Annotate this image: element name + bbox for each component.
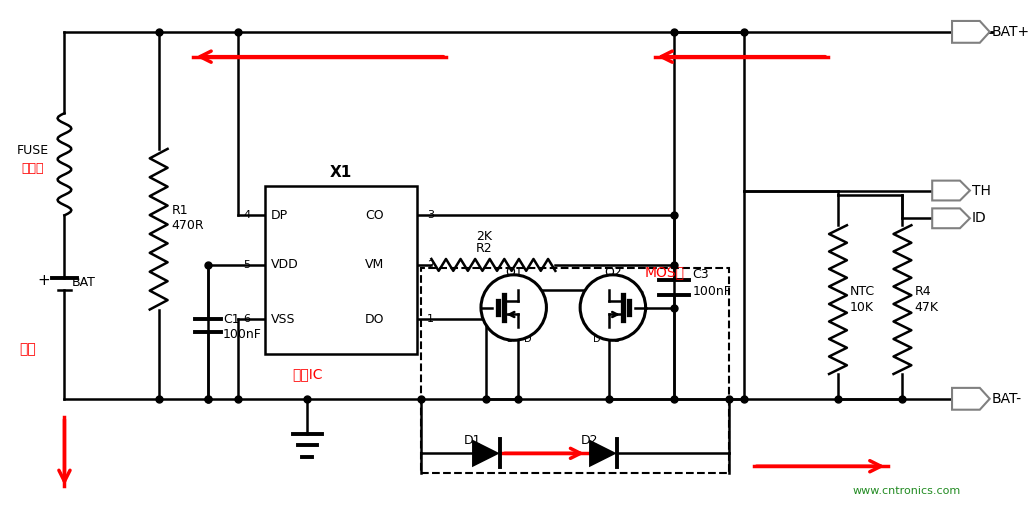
- Text: D: D: [593, 334, 601, 344]
- Polygon shape: [589, 439, 617, 467]
- Text: 470R: 470R: [172, 219, 204, 232]
- Polygon shape: [952, 21, 989, 43]
- Text: FUSE: FUSE: [17, 145, 49, 157]
- Text: D1: D1: [464, 434, 481, 447]
- Text: S: S: [614, 334, 620, 344]
- Text: BAT-: BAT-: [992, 392, 1022, 406]
- Text: D2: D2: [581, 434, 598, 447]
- Text: 100nF: 100nF: [224, 328, 262, 341]
- Text: 1: 1: [426, 315, 434, 324]
- Polygon shape: [952, 388, 989, 410]
- Text: C3: C3: [692, 268, 709, 281]
- Text: 6: 6: [243, 315, 250, 324]
- Polygon shape: [472, 439, 500, 467]
- Text: G: G: [482, 291, 490, 301]
- Text: VM: VM: [365, 259, 384, 271]
- Circle shape: [481, 275, 546, 341]
- Text: VSS: VSS: [271, 313, 295, 326]
- Text: D: D: [524, 334, 531, 344]
- Text: BAT: BAT: [71, 276, 95, 289]
- Text: VDD: VDD: [271, 259, 298, 271]
- Bar: [265, 186, 416, 354]
- Text: www.cntronics.com: www.cntronics.com: [853, 486, 962, 496]
- Text: Q1: Q1: [505, 265, 523, 278]
- Text: NTC: NTC: [850, 285, 875, 298]
- Text: R4: R4: [914, 285, 930, 298]
- Text: 47K: 47K: [914, 301, 939, 314]
- Text: R2: R2: [476, 242, 493, 254]
- Text: MOS管: MOS管: [645, 265, 684, 279]
- Text: TH: TH: [972, 184, 990, 197]
- Text: S: S: [507, 334, 512, 344]
- Text: 5: 5: [243, 260, 250, 270]
- Text: Q2: Q2: [604, 265, 622, 278]
- Text: ID: ID: [972, 211, 986, 225]
- Text: 2: 2: [426, 260, 434, 270]
- Text: C1: C1: [224, 313, 240, 326]
- Text: 控制IC: 控制IC: [292, 367, 323, 381]
- Text: X1: X1: [329, 165, 352, 180]
- Text: DO: DO: [365, 313, 384, 326]
- Circle shape: [581, 275, 646, 341]
- Text: DP: DP: [271, 209, 288, 222]
- Text: 100nF: 100nF: [692, 285, 731, 298]
- Text: BAT+: BAT+: [992, 25, 1030, 39]
- Text: R1: R1: [172, 204, 188, 217]
- Text: CO: CO: [365, 209, 384, 222]
- Text: 电芯: 电芯: [20, 342, 36, 356]
- Text: 2K: 2K: [476, 230, 492, 243]
- Text: +: +: [37, 273, 50, 288]
- Text: 10K: 10K: [850, 301, 874, 314]
- Bar: [421, 268, 729, 473]
- Text: G: G: [637, 291, 645, 301]
- Text: 保险丝: 保险丝: [22, 162, 43, 175]
- Polygon shape: [933, 208, 970, 228]
- Text: 4: 4: [243, 210, 250, 220]
- Text: 3: 3: [426, 210, 434, 220]
- Polygon shape: [933, 181, 970, 201]
